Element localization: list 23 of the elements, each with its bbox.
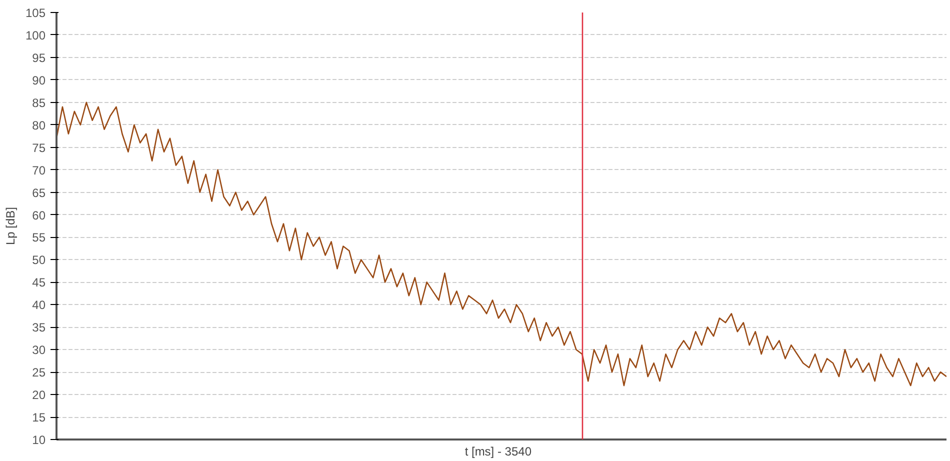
y-tick-label: 50 — [32, 253, 46, 268]
y-tick-label: 60 — [32, 208, 46, 222]
y-axis-title: Lp [dB] — [3, 206, 18, 246]
y-tick-label: 20 — [32, 388, 46, 402]
y-tick-label: 95 — [32, 50, 46, 65]
y-tick-label: 15 — [32, 410, 46, 425]
y-tick-label: 65 — [32, 186, 46, 200]
y-tick-label: 40 — [32, 298, 46, 312]
y-tick-label: 35 — [32, 320, 46, 335]
y-tick-label: 70 — [32, 163, 46, 178]
y-tick-label: 90 — [32, 73, 46, 88]
y-tick-label: 25 — [32, 366, 46, 380]
y-tick-label: 85 — [32, 96, 46, 110]
y-tick-label: 105 — [25, 6, 46, 20]
y-tick-label: 80 — [32, 118, 46, 132]
y-tick-label: 100 — [25, 28, 46, 42]
y-tick-label: 55 — [32, 230, 46, 245]
y-tick-label: 75 — [32, 140, 46, 155]
y-tick-label: 45 — [32, 276, 46, 290]
y-tick-label: 30 — [32, 343, 46, 358]
line-series — [56, 102, 946, 386]
x-axis-title: t [ms] - 3540 — [464, 444, 532, 458]
y-tick-label: 10 — [32, 433, 46, 447]
